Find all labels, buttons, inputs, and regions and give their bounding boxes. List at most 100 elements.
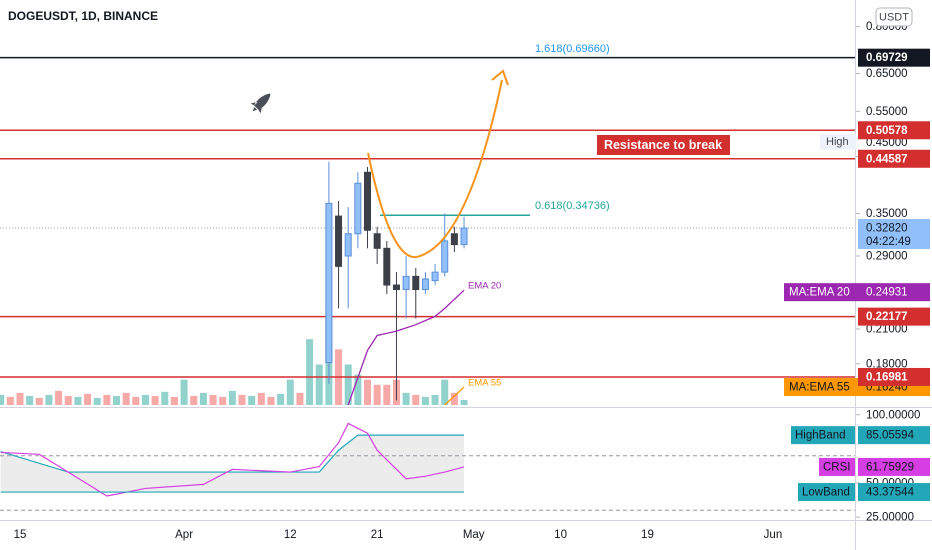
candle-body <box>450 233 458 246</box>
crsi-pane <box>0 422 855 511</box>
volume-bar <box>344 364 352 405</box>
drawn-arrow <box>367 79 503 259</box>
ema-line <box>347 289 465 405</box>
y-tick-label: 100.00000 <box>866 409 920 421</box>
indicator-name: LowBand <box>802 487 850 499</box>
indicator-value: 43.37544 <box>866 487 915 499</box>
volume-bar <box>209 394 217 405</box>
candle-body <box>421 278 429 291</box>
level-axis-box <box>858 48 930 67</box>
candle-body <box>344 233 352 257</box>
indicator-value: 61.75929 <box>866 461 914 473</box>
y-tick-label: 0.55000 <box>866 106 908 118</box>
high-box <box>820 133 856 150</box>
level-axis-box <box>858 149 930 168</box>
indicator-value-box <box>858 457 930 476</box>
candle-body <box>402 275 410 291</box>
indicator-name-box <box>819 457 855 476</box>
volume-bar <box>315 364 323 405</box>
indicator-name-box <box>798 483 855 502</box>
annotation: Resistance to break <box>604 138 722 152</box>
volume-bar <box>55 390 63 405</box>
volume-bar <box>64 395 72 405</box>
currency-badge <box>875 7 913 27</box>
ema-label: EMA 20 <box>468 281 501 292</box>
candle-body <box>383 247 391 286</box>
ema-axis-box <box>784 283 930 302</box>
high-label: High <box>826 136 849 148</box>
volume-bar <box>199 392 207 405</box>
volume-bar <box>248 395 256 405</box>
candle-body <box>412 275 420 291</box>
volume-bar <box>238 394 246 405</box>
volume-bar <box>364 379 372 405</box>
volume-bar <box>93 397 101 405</box>
volume-bar <box>306 339 314 405</box>
y-tick-label: 0.18000 <box>866 358 908 370</box>
x-tick-label: 15 <box>14 529 27 541</box>
volume-bar <box>180 379 188 405</box>
indicator-value-box <box>858 483 930 502</box>
rocket-icon <box>250 93 271 114</box>
volume-bar <box>373 384 381 405</box>
candle-body <box>325 202 333 364</box>
volume-bar <box>45 394 53 405</box>
volume-bar <box>354 374 362 405</box>
volume-bar <box>16 392 24 405</box>
volume-bar <box>103 394 111 405</box>
volume-bar <box>122 392 130 405</box>
level-axis-box <box>858 121 930 140</box>
y-tick-label: 25.00000 <box>866 512 914 524</box>
level-axis-label: 0.22177 <box>866 311 908 323</box>
main-pane <box>0 56 855 405</box>
countdown: 04:22:49 <box>866 236 911 248</box>
symbol-title: DOGEUSDT, 1D, BINANCE <box>8 9 158 23</box>
candle-body <box>460 227 468 246</box>
volume-bar <box>257 392 265 405</box>
level-axis-box <box>858 367 930 386</box>
volume-bar <box>460 399 468 405</box>
volume-bar <box>161 391 169 405</box>
volume-bar <box>113 395 121 405</box>
ema-axis-name: MA:EMA 20 <box>789 287 850 299</box>
y-tick-label: 0.45000 <box>866 137 908 149</box>
band-fill <box>0 435 465 493</box>
volume-bar <box>84 393 92 405</box>
candle-body <box>392 284 400 291</box>
x-tick-label: Jun <box>764 529 783 541</box>
price-axis-label: 0.32820 <box>866 223 908 235</box>
level-axis-label: 0.50578 <box>866 125 908 137</box>
volume-bar <box>267 396 275 405</box>
volume-bar <box>286 379 294 405</box>
arrow-head <box>491 69 509 86</box>
volume-bar <box>141 394 149 405</box>
x-tick-label: May <box>463 529 485 541</box>
volume-bar <box>412 394 420 405</box>
volume-bar <box>431 394 439 405</box>
volume-bar <box>296 392 304 405</box>
ema-axis-value: 0.24931 <box>866 287 908 299</box>
volume-bar <box>228 390 236 405</box>
volume-bar <box>170 396 178 405</box>
level-axis-label: 0.44587 <box>866 153 908 165</box>
volume-bar <box>151 395 159 405</box>
candle-body <box>335 215 343 267</box>
indicator-value-box <box>858 426 930 445</box>
candle-body <box>364 171 372 231</box>
x-tick-label: 10 <box>554 529 567 541</box>
fib-label: 1.618(0.69660) <box>535 43 610 55</box>
candle-body <box>431 271 439 282</box>
ema-line <box>444 386 465 405</box>
level-axis-box <box>858 307 930 326</box>
volume-bar <box>132 396 140 405</box>
price-axis-box <box>858 219 930 250</box>
y-tick-label: 0.21000 <box>866 323 908 335</box>
y-tick-label: 0.29000 <box>866 251 908 263</box>
x-tick-label: 19 <box>641 529 654 541</box>
annotation-box <box>597 135 730 155</box>
ema-axis-name: MA:EMA 55 <box>789 382 850 394</box>
volume-bar <box>26 395 34 405</box>
